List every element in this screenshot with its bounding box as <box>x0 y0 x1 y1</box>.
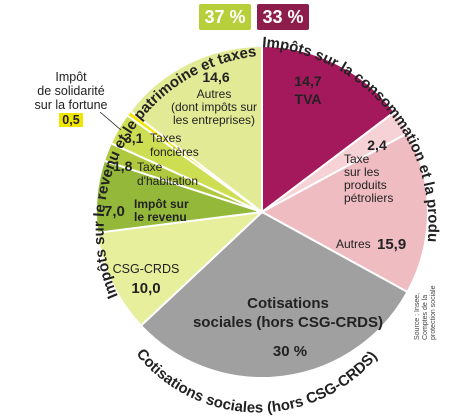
source-note: Source : Insee, Comptes de la protection… <box>414 260 438 340</box>
autres-green-value: 14,6 <box>202 69 229 85</box>
th-label-2: d'habitation <box>137 174 198 188</box>
csg-label: CSG-CRDS <box>113 262 180 276</box>
petrol-value: 2,4 <box>367 137 387 153</box>
pie-slice-3 <box>139 210 409 379</box>
petrol-label-4: pétroliers <box>344 191 393 205</box>
ir-label-2: le revenu <box>134 210 187 224</box>
isf-label-2: de solidarité <box>37 84 105 98</box>
source-line-3: protection sociale <box>430 285 437 340</box>
ir-value: 7,0 <box>104 203 125 220</box>
tva-label: TVA <box>295 91 322 107</box>
autres-red-label: Autres <box>336 237 371 251</box>
tf-label-2: foncières <box>150 145 199 159</box>
percent-badge-green: 37 % <box>199 4 251 30</box>
petrol-label-1: Taxe <box>344 152 370 166</box>
petrol-label-2: sur les <box>344 165 379 179</box>
csg-value: 10,0 <box>131 280 160 297</box>
pie-slice-2 <box>259 131 429 294</box>
isf-annotation: Impôt de solidarité sur la fortune 0,5 <box>30 70 112 127</box>
ir-label-1: Impôt sur <box>134 197 189 211</box>
cotisations-label-2: sociales (hors CSG-CRDS) <box>193 314 383 331</box>
tf-label-1: Taxes <box>150 131 181 145</box>
cotisations-label-1: Cotisations <box>247 295 329 312</box>
tva-value: 14,7 <box>294 73 321 89</box>
petrol-label-3: produits <box>344 178 387 192</box>
isf-leader-line <box>99 111 122 131</box>
slices-group <box>95 44 429 379</box>
source-line-1: Source : Insee, <box>414 292 421 340</box>
cotisations-value: 30 % <box>273 343 307 360</box>
isf-value: 0,5 <box>59 113 83 127</box>
tf-value: 3,1 <box>124 130 144 146</box>
pie-slice-9 <box>128 44 263 215</box>
autres-green-label-3: les entreprises) <box>173 113 255 127</box>
isf-label-3: sur la fortune <box>34 98 108 112</box>
th-label-1: Taxe <box>137 160 163 174</box>
isf-label-1: Impôt <box>55 70 87 84</box>
pie-slice-0 <box>261 44 396 215</box>
pie-slice-4 <box>96 210 265 328</box>
autres-green-label-2: (dont impôts sur <box>171 100 257 114</box>
source-line-2: Comptes de la <box>422 294 429 340</box>
percent-badge-red: 33 % <box>257 4 309 30</box>
autres-red-value: 15,9 <box>377 236 406 253</box>
autres-green-label-1: Autres <box>197 87 232 101</box>
th-value: 1,8 <box>113 158 133 174</box>
